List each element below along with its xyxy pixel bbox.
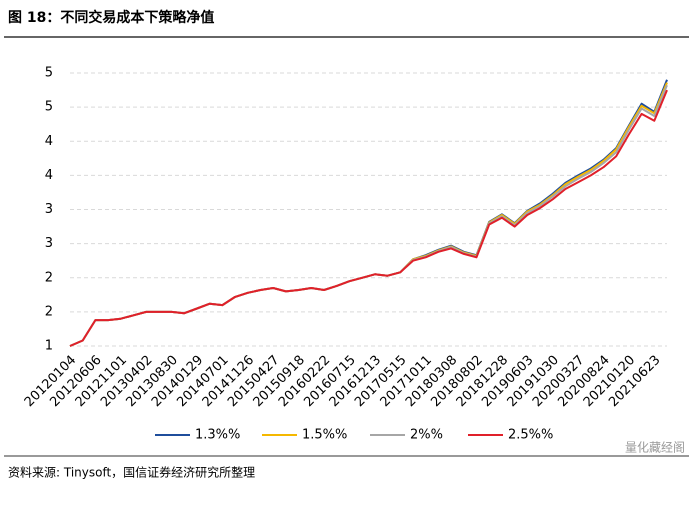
y-tick-label: 2: [45, 270, 53, 285]
y-tick-label: 5: [45, 100, 53, 115]
series-line: [69, 84, 668, 347]
y-tick-label: 5: [45, 66, 53, 81]
y-tick-label: 2: [45, 304, 53, 319]
series-line: [69, 79, 668, 347]
y-tick-label: 3: [45, 236, 53, 251]
y-tick-label: 3: [45, 202, 53, 217]
legend-label: 1.5%%: [302, 428, 347, 443]
legend-label: 1.3%%: [195, 428, 240, 443]
source-note: 资料来源: Tinysoft，国信证券经济研究所整理: [8, 465, 255, 480]
y-tick-label: 4: [45, 168, 53, 183]
chart-title: 图 18：不同交易成本下策略净值: [8, 9, 214, 26]
y-tick-label: 4: [45, 134, 53, 149]
y-tick-label: 1: [45, 339, 53, 354]
watermark: 量化藏经阁: [625, 441, 685, 455]
series-line: [69, 82, 668, 347]
series-line: [69, 89, 668, 347]
legend-label: 2.5%%: [508, 428, 553, 443]
legend-label: 2%%: [410, 428, 443, 443]
